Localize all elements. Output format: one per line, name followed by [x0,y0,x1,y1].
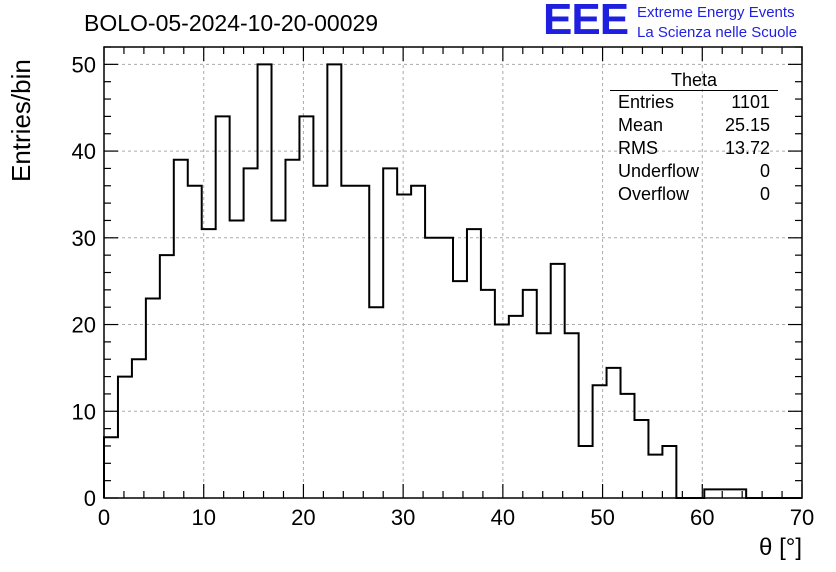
stats-value: 13.72 [724,138,770,158]
stats-label: RMS [618,138,658,158]
stats-value: 0 [759,161,770,181]
x-tick-label: 20 [291,505,315,530]
brand-line-2: La Scienza nelle Scuole [637,24,798,41]
stats-row-underflow: Underflow 0 [610,160,778,183]
x-tick-label: 40 [491,505,515,530]
x-tick-label: 50 [590,505,614,530]
y-tick-label: 30 [72,226,96,251]
y-tick-label: 50 [72,52,96,77]
x-axis-label: θ [°] [759,534,802,561]
y-axis-label: Entries/bin [6,59,36,182]
stats-value: 0 [759,184,770,204]
stats-row-mean: Mean 25.15 [610,114,778,137]
stats-value: 25.15 [724,115,770,135]
y-tick-label: 40 [72,139,96,164]
x-tick-label: 30 [391,505,415,530]
stats-box: Theta Entries 1101 Mean 25.15 RMS 13.72 … [610,70,778,206]
chart-title: BOLO-05-2024-10-20-00029 [84,10,379,36]
y-tick-label: 20 [72,313,96,338]
stats-value: 1101 [731,92,770,112]
histogram-line [103,63,802,499]
stats-label: Entries [618,92,675,112]
stats-label: Underflow [618,161,700,181]
x-tick-label: 60 [690,505,714,530]
stats-label: Mean [618,115,664,135]
stats-row-overflow: Overflow 0 [610,183,778,206]
brand-line-1: Extreme Energy Events [637,4,795,21]
stats-row-rms: RMS 13.72 [610,137,778,160]
stats-title: Theta [610,70,778,91]
x-tick-label: 10 [191,505,215,530]
y-tick-label: 0 [84,486,96,511]
y-tick-label: 10 [72,399,96,424]
x-tick-label: 70 [790,505,814,530]
stats-row-entries: Entries 1101 [610,91,778,114]
x-tick-label: 0 [98,505,110,530]
stats-label: Overflow [618,184,690,204]
eee-logo: EEE [543,0,629,44]
